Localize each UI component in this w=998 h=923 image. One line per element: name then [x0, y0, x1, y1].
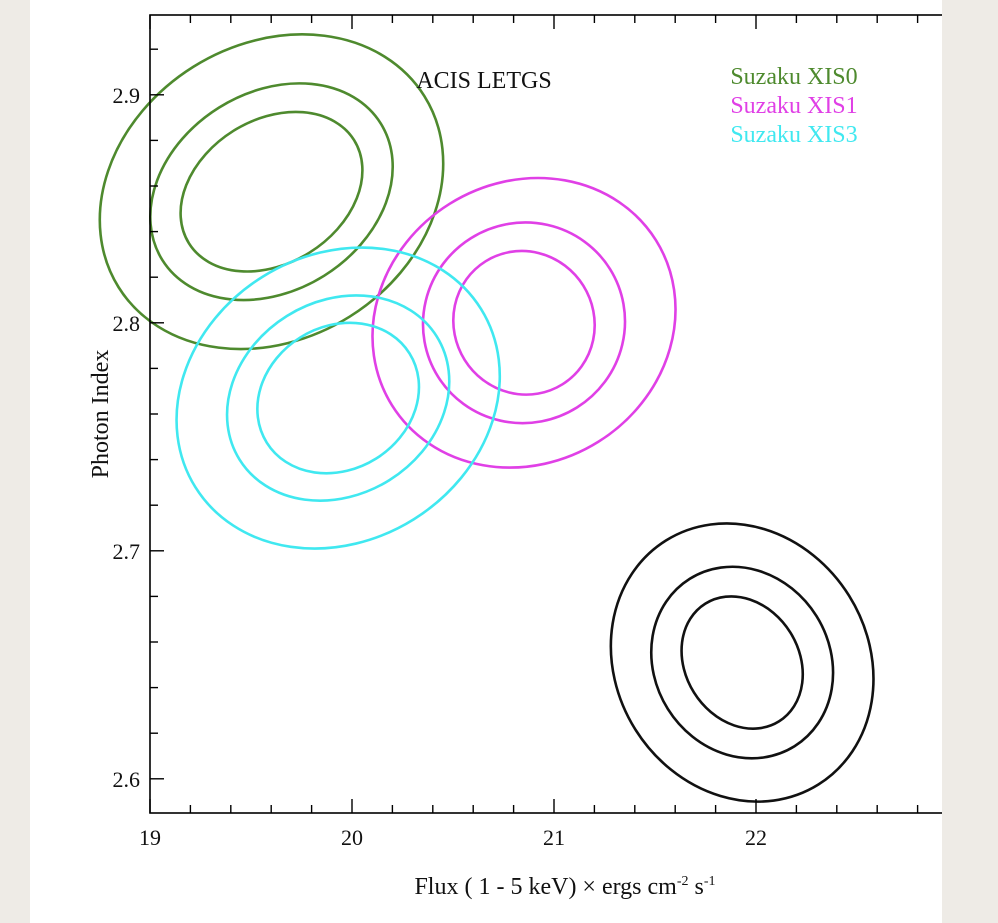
- axis-ticks: [149, 15, 919, 813]
- legend-entry-1: Suzaku XIS1: [730, 93, 857, 119]
- contour-series-0-level-1: [148, 82, 395, 302]
- contour-layer: [98, 33, 875, 803]
- contour-series-0-level-0: [179, 110, 364, 273]
- series-1-contours: [371, 176, 677, 469]
- contour-series-2-level-0: [256, 321, 421, 475]
- contour-series-1-level-1: [421, 221, 627, 425]
- legend-entry-0: Suzaku XIS0: [730, 64, 857, 90]
- y-axis-label: Photon Index: [88, 350, 114, 479]
- x-tick-label: 22: [745, 825, 767, 850]
- figure: 19202122232.62.72.82.9 Suzaku XIS0Suzaku…: [30, 0, 942, 923]
- tick-labels: 19202122232.62.72.82.9: [113, 83, 768, 850]
- x-axis-label-main: Flux ( 1 - 5 keV) × ergs cm: [414, 874, 677, 900]
- contour-series-1-level-0: [452, 249, 597, 396]
- legend: Suzaku XIS0 Suzaku XIS1 Suzaku XIS3: [730, 64, 857, 148]
- chart-title: ACIS LETGS: [416, 68, 551, 94]
- legend-entry-2: Suzaku XIS3: [730, 122, 857, 148]
- contour-series-3-level-0: [680, 595, 805, 730]
- contour-series-2-level-2: [175, 246, 502, 550]
- x-axis-label-sup2: -1: [704, 874, 716, 889]
- contour-series-3-level-2: [609, 522, 875, 803]
- contour-series-3-level-1: [649, 565, 835, 760]
- y-tick-label: 2.9: [113, 83, 141, 108]
- contour-series-1-level-2: [371, 176, 677, 469]
- contour-series-0-level-2: [98, 33, 445, 351]
- series-2-contours: [175, 246, 502, 550]
- y-tick-label: 2.7: [113, 539, 141, 564]
- x-axis-label-sup1: -2: [677, 874, 689, 889]
- x-axis-label-mid: s: [689, 874, 704, 900]
- x-tick-label: 19: [139, 825, 161, 850]
- contour-series-2-level-1: [225, 294, 451, 502]
- series-3-contours: [609, 522, 875, 803]
- x-axis-label: Flux ( 1 - 5 keV) × ergs cm-2 s-1: [414, 874, 715, 900]
- x-tick-label: 20: [341, 825, 363, 850]
- contour-chart: 19202122232.62.72.82.9 Suzaku XIS0Suzaku…: [88, 14, 942, 900]
- series-0-contours: [98, 33, 445, 351]
- y-tick-label: 2.8: [113, 311, 141, 336]
- x-tick-label: 21: [543, 825, 565, 850]
- y-tick-label: 2.6: [113, 767, 141, 792]
